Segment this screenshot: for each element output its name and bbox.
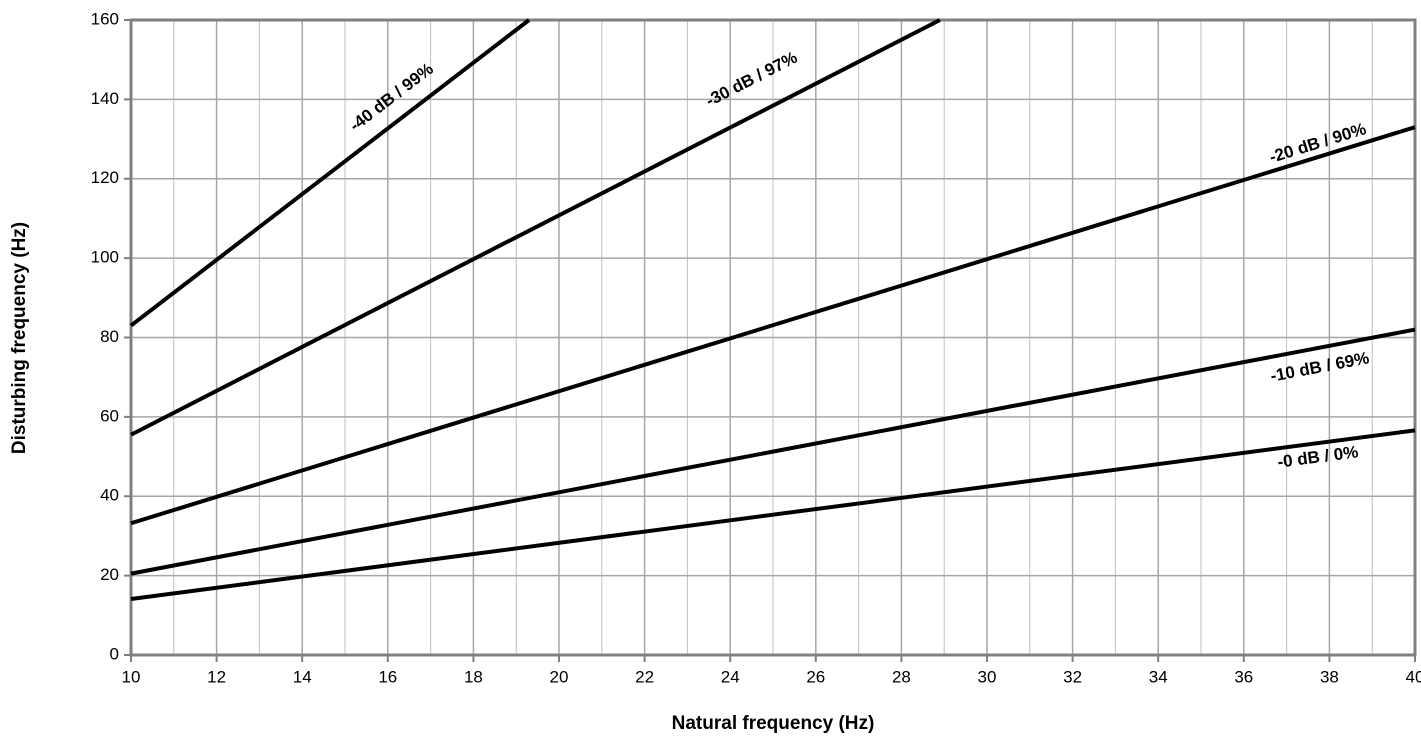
series-line xyxy=(130,327,1416,576)
line-label: -20 dB / 90% xyxy=(1267,119,1368,167)
y-tick-label: 20 xyxy=(100,565,119,584)
y-tick-label: 60 xyxy=(100,406,119,425)
x-tick-label: 10 xyxy=(122,667,141,686)
y-tick-label: 80 xyxy=(100,327,119,346)
x-tick-label: 26 xyxy=(806,667,825,686)
series-line xyxy=(129,18,531,328)
x-tick-label: 28 xyxy=(892,667,911,686)
y-tick-label: 0 xyxy=(110,644,119,663)
y-tick-label: 40 xyxy=(100,486,119,505)
series-line xyxy=(130,428,1416,602)
x-tick-label: 40 xyxy=(1406,667,1421,686)
y-tick-label: 160 xyxy=(91,9,119,28)
y-tick-label: 140 xyxy=(91,89,119,108)
x-tick-label: 24 xyxy=(721,667,740,686)
y-axis-title: Disturbing frequency (Hz) xyxy=(9,222,30,454)
x-tick-label: 12 xyxy=(207,667,226,686)
x-tick-label: 14 xyxy=(293,667,312,686)
x-tick-label: 18 xyxy=(464,667,483,686)
series-line xyxy=(130,18,941,437)
x-tick-label: 16 xyxy=(378,667,397,686)
x-tick-label: 20 xyxy=(550,667,569,686)
x-tick-label: 30 xyxy=(978,667,997,686)
x-tick-label: 34 xyxy=(1149,667,1168,686)
x-tick-label: 22 xyxy=(635,667,654,686)
x-tick-label: 36 xyxy=(1234,667,1253,686)
plot-frame xyxy=(129,18,1417,657)
x-tick-label: 38 xyxy=(1320,667,1339,686)
x-axis-title: Natural frequency (Hz) xyxy=(672,713,875,734)
y-tick-label: 100 xyxy=(91,248,119,267)
x-tick-label: 32 xyxy=(1063,667,1082,686)
y-tick-label: 120 xyxy=(91,168,119,187)
series-line xyxy=(130,125,1416,526)
